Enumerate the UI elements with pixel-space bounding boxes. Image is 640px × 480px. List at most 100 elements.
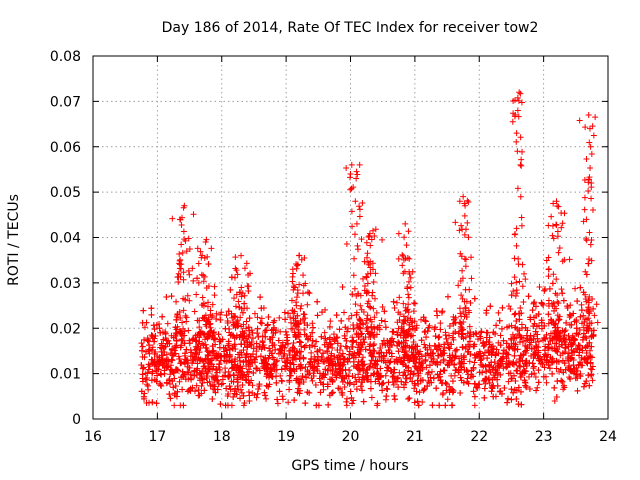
data-point [293,302,300,309]
data-point [514,367,521,374]
data-point [377,345,384,352]
data-point [296,252,302,259]
data-point [551,321,558,328]
data-point [334,334,341,341]
data-point [400,300,407,307]
data-point [348,312,355,319]
data-point [163,379,170,386]
data-point [583,359,590,366]
data-point [505,303,512,310]
data-point [567,312,574,319]
data-point [237,386,244,393]
data-point [178,359,185,366]
data-point [430,375,437,382]
data-point [514,185,521,192]
data-point [465,348,472,355]
data-point [585,260,592,267]
data-point [204,317,211,324]
data-point [174,274,181,281]
data-point [437,320,444,327]
data-point [464,219,471,226]
data-point [164,340,171,347]
data-point [350,325,357,332]
data-point [578,362,585,369]
data-point [138,340,145,347]
data-point [541,335,548,342]
data-point [437,377,444,384]
data-point [352,198,359,205]
data-point [243,351,250,358]
data-point [361,258,368,265]
data-point [385,379,392,386]
data-point [576,327,583,334]
data-point [329,344,336,351]
data-point [570,362,577,369]
data-point [391,396,398,403]
data-point [300,272,307,279]
data-point [573,317,580,324]
data-point [531,370,538,377]
data-point [161,357,168,364]
data-point [209,366,216,373]
data-point [280,352,287,359]
data-point [513,287,520,294]
data-point [240,359,247,366]
data-point [383,393,390,400]
data-point [252,359,259,366]
data-point [566,256,573,263]
data-point [556,330,563,337]
data-point [323,347,330,354]
data-point [180,295,187,302]
data-point [550,358,557,365]
data-point [393,299,400,306]
data-point [443,335,450,342]
data-point [527,332,534,339]
chart-title: Day 186 of 2014, Rate Of TEC Index for r… [162,20,539,36]
data-point [525,293,532,300]
data-point [555,317,562,324]
data-point [412,351,419,358]
data-point [276,314,283,321]
data-point [530,363,537,370]
data-point [480,343,487,350]
data-point [478,356,485,363]
data-point [514,107,521,114]
data-point [333,374,340,381]
data-point [577,373,584,380]
data-point [555,203,562,210]
data-point [510,389,517,396]
data-point [436,333,443,340]
data-point [409,325,416,332]
data-point [431,326,438,333]
data-point [451,361,458,368]
data-point [443,381,450,388]
data-point [290,354,297,361]
data-point [368,324,375,331]
data-point [308,349,315,356]
data-point [521,367,528,374]
data-point [449,334,456,341]
data-point [461,231,468,238]
data-point [413,325,420,332]
data-point [541,287,548,294]
data-point [571,335,578,342]
data-point [274,400,281,407]
data-point [215,381,222,388]
data-point [271,317,278,324]
data-point [511,274,518,281]
data-point [234,382,241,389]
data-point [193,338,200,345]
data-point [460,354,467,361]
data-point [381,308,388,315]
data-point [546,365,553,372]
data-point [457,319,464,326]
data-point [284,334,291,341]
data-point [375,324,382,331]
data-point [261,344,268,351]
data-point [545,273,552,280]
data-point [357,347,364,354]
data-point [400,327,407,334]
data-point [471,295,478,302]
data-point [347,186,354,193]
data-point [158,356,165,363]
